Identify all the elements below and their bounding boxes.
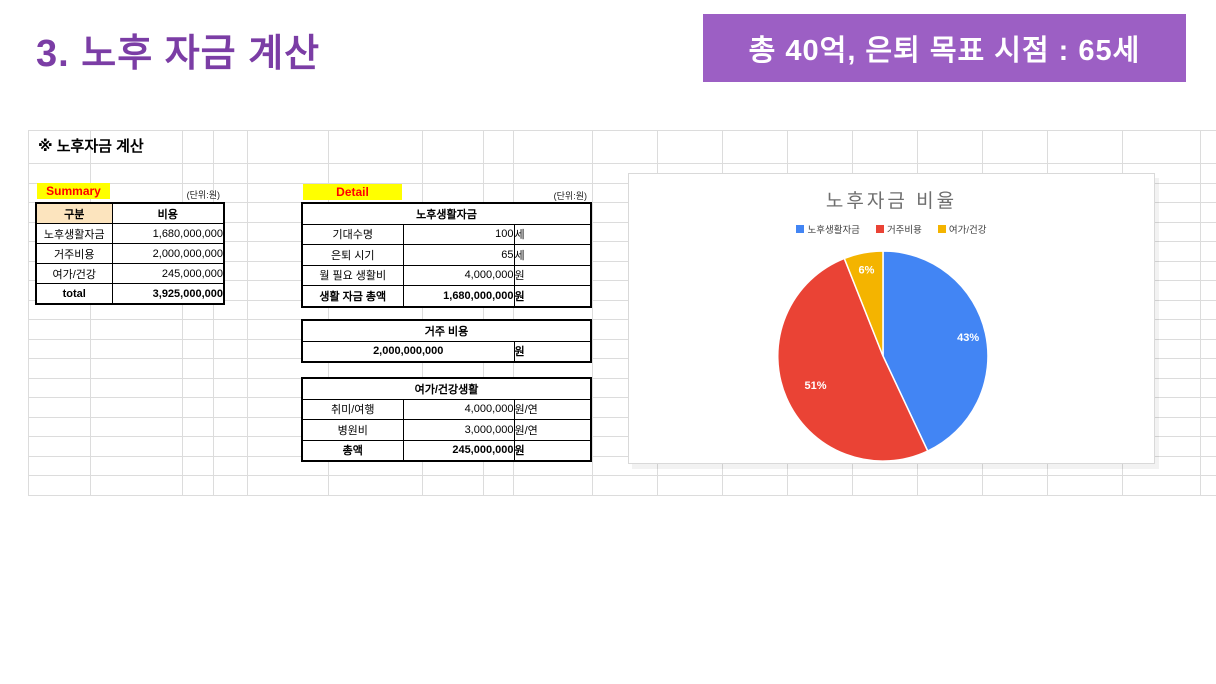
item-cell: 총액: [301, 439, 404, 462]
table-title-row: 거주 비용: [301, 319, 592, 342]
table-title-cell: 거주 비용: [301, 319, 592, 342]
value-cell: 100: [402, 223, 515, 245]
total-label-cell: total: [35, 283, 113, 305]
pie-slice-1: [882, 250, 989, 452]
legend-item: 여가/건강: [937, 222, 987, 236]
table-row: 노후생활자금 1,680,000,000: [35, 223, 225, 244]
legend-swatch-icon: [875, 225, 884, 233]
unit-cell: 원: [513, 264, 592, 286]
total-amount-cell: 3,925,000,000: [111, 283, 225, 305]
legend-swatch-icon: [937, 225, 946, 233]
table-row: 월 필요 생활비 4,000,000 원: [301, 264, 592, 286]
unit-cell: 원/연: [513, 419, 592, 441]
detail-table-housing-cost: 거주 비용 2,000,000,000 원: [301, 319, 593, 363]
legend-label: 여가/건강: [948, 225, 987, 236]
pie-slice-2: [777, 257, 929, 462]
pie-slice-3: [843, 250, 884, 357]
item-cell: 취미/여행: [301, 398, 404, 420]
header-cell: 비용: [111, 202, 225, 224]
table-row: 여가/건강 245,000,000: [35, 263, 225, 284]
amount-cell: 2,000,000,000: [111, 243, 225, 264]
legend-swatch-icon: [796, 225, 805, 233]
table-row: 은퇴 시기 65 세: [301, 244, 592, 266]
legend-item: 거주비용: [875, 222, 922, 236]
pie-value-label: 6%: [859, 264, 875, 276]
unit-cell: 원/연: [513, 398, 592, 420]
value-cell: 4,000,000: [402, 264, 515, 286]
page-title: 3. 노후 자금 계산: [36, 33, 321, 75]
table-row: 병원비 3,000,000 원/연: [301, 419, 592, 441]
detail-unit-note: (단위:원): [553, 191, 587, 201]
item-cell: 은퇴 시기: [301, 244, 404, 266]
legend-label: 거주비용: [886, 225, 922, 236]
detail-table-living-funds: 노후생활자금 기대수명 100 세 은퇴 시기 65 세 월 필요 생활비 4,000,000 원…: [301, 202, 593, 308]
unit-cell: 원: [513, 285, 592, 307]
table-total-row: total 3,925,000,000: [35, 283, 225, 305]
pie-chart: 43% 51% 6%: [777, 250, 989, 462]
value-cell: 1,680,000,000: [402, 285, 515, 307]
legend-item: 노후생활자금: [796, 222, 860, 236]
table-row: 기대수명 100 세: [301, 223, 592, 245]
pie-value-label: 51%: [804, 380, 826, 392]
unit-cell: 세: [513, 223, 592, 245]
value-cell: 245,000,000: [402, 439, 515, 462]
table-row: 거주비용 2,000,000,000: [35, 243, 225, 264]
legend-label: 노후생활자금: [807, 225, 860, 236]
item-cell: 기대수명: [301, 223, 404, 245]
value-cell: 4,000,000: [402, 398, 515, 420]
table-title-row: 여가/건강생활: [301, 377, 592, 400]
unit-cell: 원: [513, 439, 592, 462]
table-header-row: 구분 비용: [35, 202, 225, 224]
chart-title: 노후자금 비율: [825, 191, 958, 212]
table-title-cell: 여가/건강생활: [301, 377, 592, 400]
category-cell: 여가/건강: [35, 263, 113, 284]
amount-cell: 245,000,000: [111, 263, 225, 284]
category-cell: 노후생활자금: [35, 223, 113, 244]
summary-unit-note: (단위:원): [186, 190, 220, 200]
item-cell: 병원비: [301, 419, 404, 441]
chart-legend: 노후생활자금 거주비용 여가/건강: [629, 222, 1154, 236]
table-row: 총액 245,000,000 원: [301, 439, 592, 462]
pie-value-label: 43%: [957, 332, 979, 344]
category-cell: 거주비용: [35, 243, 113, 264]
detail-label: Detail: [303, 184, 402, 200]
unit-cell: 원: [513, 340, 592, 363]
table-title-row: 노후생활자금: [301, 202, 592, 225]
unit-cell: 세: [513, 244, 592, 266]
amount-cell: 1,680,000,000: [111, 223, 225, 244]
chart-panel: 노후자금 비율 노후생활자금 거주비용 여가/건강 43% 51% 6%: [628, 173, 1155, 464]
item-cell: 생활 자금 총액: [301, 285, 404, 307]
table-row: 생활 자금 총액 1,680,000,000 원: [301, 285, 592, 307]
table-row: 2,000,000,000 원: [301, 340, 592, 363]
value-cell: 65: [402, 244, 515, 266]
summary-table: 구분 비용 노후생활자금 1,680,000,000 거주비용 2,000,000,000…: [35, 202, 225, 305]
summary-label: Summary: [37, 183, 110, 199]
goal-badge: 총 40억, 은퇴 목표 시점 : 65세: [703, 14, 1186, 82]
table-row: 취미/여행 4,000,000 원/연: [301, 398, 592, 420]
item-cell: 월 필요 생활비: [301, 264, 404, 286]
header-cell: 구분: [35, 202, 113, 224]
value-cell: 3,000,000: [402, 419, 515, 441]
table-title-cell: 노후생활자금: [301, 202, 592, 225]
section-heading: ※ 노후자금 계산: [38, 138, 144, 155]
detail-table-leisure-health: 여가/건강생활 취미/여행 4,000,000 원/연 병원비 3,000,000 원/연 총…: [301, 377, 593, 462]
value-cell: 2,000,000,000: [301, 340, 515, 363]
